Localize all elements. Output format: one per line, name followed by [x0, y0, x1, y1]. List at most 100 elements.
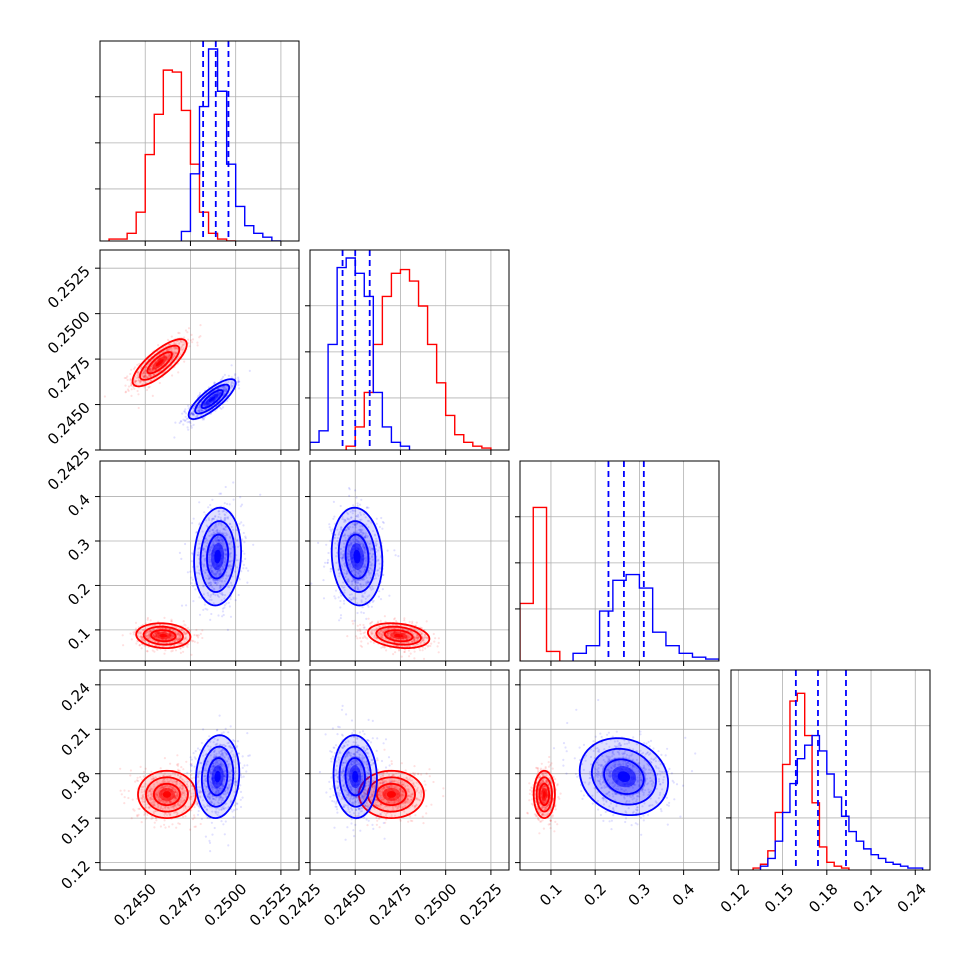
- sample-point: [153, 821, 156, 824]
- sample-point: [362, 570, 366, 573]
- sample-point: [338, 619, 341, 622]
- sample-point: [202, 608, 205, 612]
- sample-point: [342, 581, 345, 584]
- sample-point: [153, 826, 156, 829]
- sample-point: [157, 798, 160, 801]
- sample-point: [189, 420, 192, 423]
- sample-point: [188, 789, 191, 792]
- sample-point: [148, 368, 152, 371]
- sample-point: [213, 573, 216, 576]
- sample-point: [199, 408, 203, 411]
- sample-point: [134, 780, 137, 783]
- sample-point: [172, 787, 176, 790]
- sample-point: [341, 555, 344, 558]
- sample-point: [377, 558, 380, 561]
- sample-point: [232, 528, 235, 532]
- diag-panel-1-content: [310, 250, 509, 450]
- sample-point: [220, 407, 223, 410]
- sample-point: [365, 583, 368, 586]
- sample-point: [362, 595, 365, 599]
- sample-point: [138, 632, 142, 635]
- sample-point: [224, 485, 227, 489]
- sample-point: [422, 639, 425, 642]
- sample-point: [230, 584, 233, 587]
- sample-point: [168, 354, 171, 357]
- sample-point: [225, 574, 228, 577]
- sample-point: [224, 390, 228, 393]
- sample-point: [183, 410, 186, 413]
- sample-point: [354, 524, 357, 527]
- sample-point: [211, 528, 214, 531]
- sample-point: [169, 343, 172, 346]
- sample-point: [221, 607, 225, 610]
- sample-point: [229, 560, 232, 563]
- sample-point: [203, 404, 206, 407]
- sample-point: [366, 536, 369, 539]
- sample-point: [393, 641, 396, 644]
- sample-point: [148, 637, 152, 640]
- sample-point: [158, 799, 161, 802]
- sample-point: [353, 535, 356, 538]
- sample-point: [217, 523, 220, 526]
- sample-point: [426, 645, 429, 648]
- sample-point: [184, 636, 187, 639]
- sample-point: [190, 777, 193, 780]
- sample-point: [216, 579, 219, 582]
- sample-point: [226, 533, 229, 536]
- sample-point: [363, 547, 366, 550]
- sample-point: [154, 632, 157, 635]
- sample-point: [175, 796, 178, 800]
- sample-point: [158, 798, 161, 801]
- sample-point: [370, 632, 373, 635]
- sample-point: [197, 395, 200, 398]
- sample-point: [143, 371, 146, 374]
- sample-point: [212, 543, 215, 547]
- sample-point: [220, 539, 223, 542]
- sample-point: [171, 634, 174, 637]
- sample-point: [192, 406, 195, 409]
- sample-point: [209, 548, 212, 551]
- sample-point: [208, 598, 211, 602]
- red-histogram: [345, 268, 492, 450]
- sample-point: [238, 387, 241, 390]
- sample-point: [167, 354, 170, 357]
- sample-point: [154, 792, 157, 795]
- sample-point: [348, 566, 351, 569]
- sample-point: [161, 624, 164, 627]
- sample-point: [343, 572, 346, 575]
- sample-point: [179, 636, 182, 639]
- sample-point: [180, 348, 183, 351]
- sample-point: [163, 819, 166, 822]
- sample-point: [403, 650, 406, 654]
- sample-point: [355, 584, 358, 587]
- sample-point: [237, 378, 240, 381]
- sample-point: [369, 561, 372, 564]
- sample-point: [181, 815, 185, 818]
- sample-point: [198, 407, 201, 410]
- sample-point: [363, 578, 366, 581]
- sample-point: [416, 635, 419, 638]
- sample-point: [413, 636, 416, 640]
- sample-point: [192, 517, 195, 520]
- scatter-panel-0-2-content: [100, 461, 299, 661]
- sample-point: [236, 538, 239, 541]
- sample-point: [342, 556, 345, 560]
- sample-point: [170, 620, 173, 623]
- sample-point: [182, 786, 185, 789]
- sample-point: [388, 639, 391, 643]
- red-contour: [367, 622, 431, 650]
- sample-point: [380, 635, 383, 638]
- sample-point: [367, 581, 370, 584]
- sample-point: [174, 805, 177, 808]
- sample-point: [353, 580, 356, 583]
- sample-point: [229, 598, 232, 601]
- sample-point: [152, 624, 155, 627]
- sample-point: [360, 640, 363, 643]
- sample-point: [234, 373, 237, 376]
- sample-point: [368, 557, 372, 560]
- sample-point: [140, 797, 143, 800]
- sample-point: [191, 640, 194, 643]
- sample-point: [216, 536, 219, 539]
- sample-point: [130, 368, 133, 371]
- sample-point: [194, 588, 197, 591]
